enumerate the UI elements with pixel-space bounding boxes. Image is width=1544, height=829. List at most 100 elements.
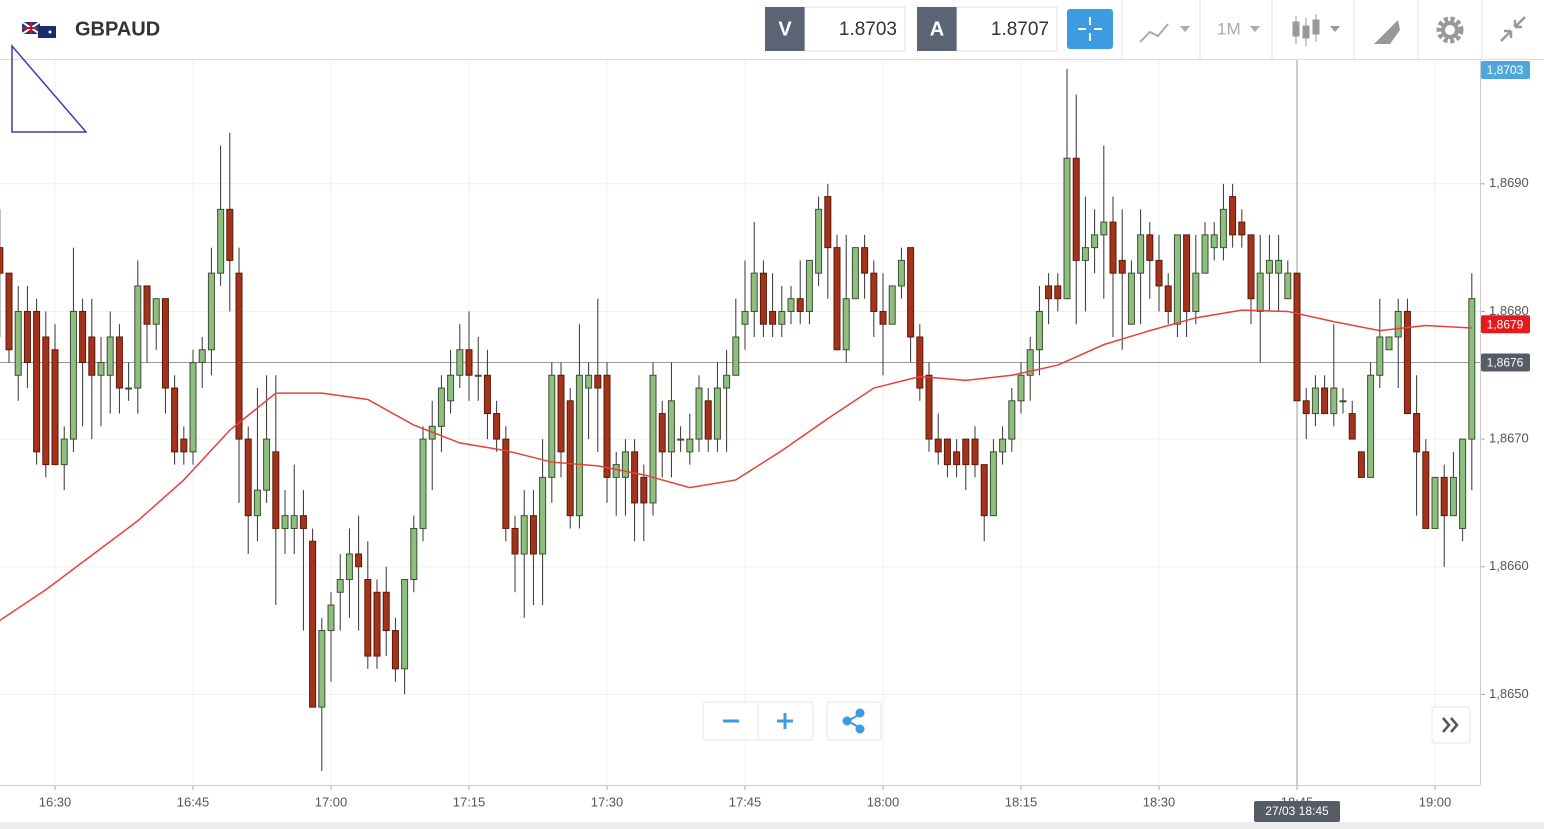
indicator-button[interactable] bbox=[1139, 23, 1190, 43]
sell-button[interactable] bbox=[765, 7, 805, 51]
candle-body bbox=[272, 451, 280, 529]
candle-body bbox=[1118, 259, 1126, 274]
x-tick-label: 18:15 bbox=[1005, 794, 1038, 809]
candle-body bbox=[1403, 310, 1411, 415]
sell-price: 1.8703 bbox=[839, 19, 897, 40]
candle-body bbox=[1247, 234, 1255, 300]
y-tick-label: 1,8650 bbox=[1489, 686, 1529, 701]
candle-body bbox=[612, 464, 620, 478]
share-button[interactable] bbox=[826, 701, 882, 741]
scroll-end-icon bbox=[1442, 717, 1459, 733]
candle-body bbox=[189, 362, 197, 453]
candle-body bbox=[180, 438, 188, 453]
candle-body bbox=[594, 374, 602, 389]
candle-body bbox=[1367, 374, 1375, 478]
candle-body bbox=[548, 374, 556, 478]
buy-button[interactable] bbox=[917, 7, 957, 51]
candle-body bbox=[750, 272, 758, 312]
zoom-in-button[interactable] bbox=[777, 713, 793, 729]
candle-body bbox=[833, 247, 841, 351]
candle-body bbox=[88, 336, 96, 376]
candle-body bbox=[953, 451, 961, 466]
candle-body bbox=[0, 247, 4, 274]
candle-body bbox=[410, 527, 418, 580]
candle-body bbox=[419, 438, 427, 529]
sell-price-box[interactable] bbox=[804, 6, 906, 52]
buy-label: A bbox=[930, 18, 944, 40]
draw-button[interactable] bbox=[1374, 20, 1400, 44]
x-tick-label: 19:00 bbox=[1419, 794, 1452, 809]
moving-average bbox=[0, 309, 1472, 621]
candle-body bbox=[1063, 157, 1071, 300]
collapse-button[interactable] bbox=[1500, 16, 1526, 42]
candle-body bbox=[695, 387, 703, 440]
candle-body bbox=[1072, 157, 1080, 261]
candle-body bbox=[263, 438, 271, 491]
candle-body bbox=[1081, 247, 1089, 261]
candle-body bbox=[318, 630, 326, 708]
candle-body bbox=[1026, 349, 1034, 376]
candle-body bbox=[640, 476, 648, 504]
candle-body bbox=[897, 259, 905, 287]
candle-body bbox=[125, 387, 133, 390]
x-tick-label: 18:00 bbox=[867, 794, 900, 809]
chart-type-button[interactable] bbox=[1292, 14, 1340, 46]
x-tick-label: 16:30 bbox=[39, 794, 72, 809]
candle-body bbox=[879, 310, 887, 325]
candle-body bbox=[1100, 221, 1108, 236]
y-tick-label: 1,8680 bbox=[1489, 303, 1529, 318]
buy-price-box[interactable] bbox=[956, 6, 1058, 52]
candle-body bbox=[198, 349, 206, 364]
scroll-end-button[interactable] bbox=[1431, 706, 1471, 744]
x-tick-label: 16:45 bbox=[177, 794, 210, 809]
candle-body bbox=[815, 208, 823, 274]
symbol: GBPAUD bbox=[75, 18, 160, 40]
candle-body bbox=[235, 272, 243, 440]
crosshair-button[interactable] bbox=[1067, 9, 1113, 49]
candle-body bbox=[1422, 451, 1430, 529]
candle-body bbox=[677, 438, 685, 441]
candle-body bbox=[1109, 221, 1117, 274]
drawn-triangle[interactable] bbox=[11, 43, 88, 133]
candle-body bbox=[1127, 272, 1135, 325]
candle-body bbox=[447, 374, 455, 402]
candle-body bbox=[1385, 336, 1393, 351]
share-icon bbox=[842, 708, 865, 734]
candle-body bbox=[667, 400, 675, 453]
candle-body bbox=[1210, 234, 1218, 249]
candle-body bbox=[226, 208, 234, 261]
plot-area: 1,8650 1,8660 1,8670 1,8680 1,8690 16:30 16:45… bbox=[0, 60, 1530, 822]
candle-body bbox=[143, 285, 151, 325]
candle-body bbox=[5, 272, 13, 351]
candle-body bbox=[327, 604, 335, 632]
price-tag-label: 1,8703 bbox=[1487, 63, 1524, 77]
candle-body bbox=[934, 438, 942, 453]
candle-body bbox=[621, 451, 629, 478]
candle-body bbox=[1219, 208, 1227, 249]
y-tick-label: 1,8690 bbox=[1489, 175, 1529, 190]
candle-body bbox=[713, 387, 721, 440]
candle-body bbox=[989, 451, 997, 517]
candle-body bbox=[1330, 387, 1338, 415]
candle-body bbox=[962, 438, 970, 466]
candle-body bbox=[309, 540, 317, 708]
candle-body bbox=[33, 310, 41, 453]
candle-body bbox=[345, 553, 353, 580]
candle-body bbox=[539, 476, 547, 555]
candle-body bbox=[23, 310, 31, 364]
candle-body bbox=[1137, 234, 1145, 274]
candle-body bbox=[723, 374, 731, 389]
candle-body bbox=[1440, 476, 1448, 517]
settings-button[interactable] bbox=[1436, 16, 1464, 44]
candle-body bbox=[1183, 234, 1191, 312]
candle-body bbox=[704, 400, 712, 440]
candle-body bbox=[1348, 413, 1356, 440]
candle-body bbox=[1091, 234, 1099, 249]
crosshair-time-label: 27/03 18:45 bbox=[1265, 804, 1329, 818]
candle-body bbox=[916, 336, 924, 389]
timeframe[interactable]: 1M bbox=[1217, 19, 1241, 38]
price-tag bbox=[1481, 61, 1530, 79]
candle-body bbox=[336, 578, 344, 593]
